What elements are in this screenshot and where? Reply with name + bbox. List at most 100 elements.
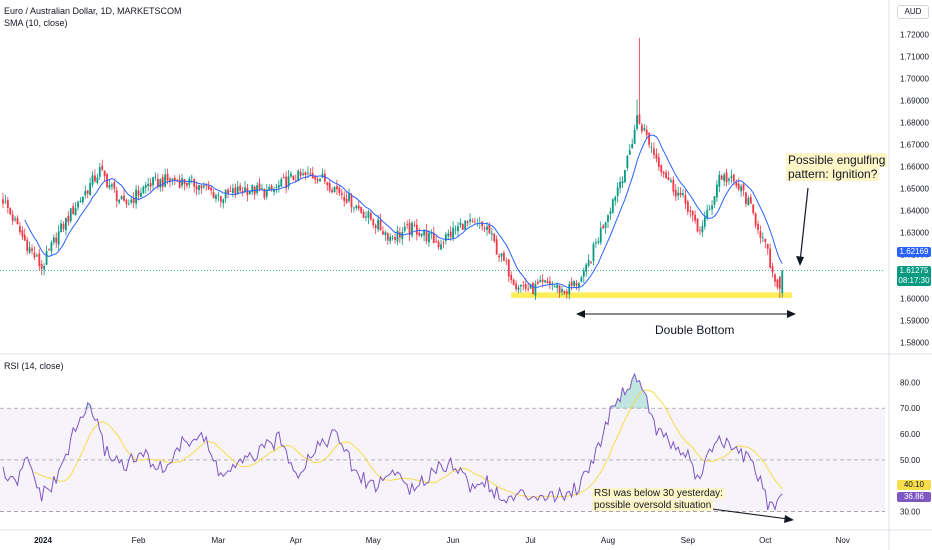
candle-body [595,242,597,244]
candle-body [394,237,396,240]
candle-body [239,185,242,191]
candle-body [444,234,447,241]
candle-body [282,177,285,179]
candle-body [365,216,367,218]
candle-body [200,185,203,189]
candle-body [546,280,549,283]
candle-body [481,221,484,227]
candle-body [771,266,774,273]
candle-body [65,218,67,231]
candle-body [454,229,457,231]
candle-body [258,183,261,190]
candle-body [415,224,418,235]
candle-body [379,220,382,231]
candle-body [57,231,60,245]
candle-body [655,154,658,159]
candle-body [532,282,534,295]
candle-body [248,191,251,195]
candle-body [536,281,539,284]
candle-body [48,249,50,250]
candle-body [261,188,263,189]
candle-body [212,192,215,199]
candle-body [490,233,493,235]
candle-body [503,252,505,261]
candle-body [299,171,302,176]
candle-body [166,173,169,181]
candle-body [28,247,31,253]
candle-body [515,283,517,290]
candle-body [6,200,9,209]
rsi-note-line-1: RSI was below 30 yesterday: [592,488,725,499]
rsi-tick-label: 30.00 [900,508,921,517]
candle-body [568,284,571,295]
candle-body [273,189,275,193]
candle-body [222,199,225,204]
candle-body [582,270,585,277]
candle-body [633,129,636,144]
candle-body [115,190,118,201]
candle-body [60,223,62,233]
candle-body [604,222,607,228]
time-tick-label: Jun [447,536,460,545]
candle-body [442,242,445,244]
candle-body [21,230,24,237]
engulfing-line-1: Possible engulfing [786,153,888,167]
candle-body [353,207,355,209]
candle-body [43,266,46,270]
current-price-tag: 1.61275 08:17:30 [897,266,931,286]
candle-body [270,185,273,191]
candle-body [91,175,94,185]
candle-body [660,165,663,173]
candle-body [331,189,334,193]
candle-body [31,248,33,251]
candle-body [154,176,157,178]
candle-body [277,185,280,188]
candle-body [52,237,55,243]
candle-body [684,195,687,204]
candle-body [626,155,629,168]
candle-body [96,177,99,184]
candle-body [355,205,358,209]
candle-body [466,221,469,223]
candle-body [319,178,321,182]
candle-body [275,186,278,188]
candle-body [677,192,680,196]
candle-body [575,282,578,286]
candle-body [761,237,764,239]
candle-body [135,189,137,204]
candle-body [171,178,174,180]
candle-body [229,191,232,192]
candle-body [662,172,665,174]
candle-body [711,205,713,210]
price-tick-label: 1.70000 [900,74,929,83]
candle-body [609,211,612,215]
candle-body [420,233,423,236]
candle-body [725,172,728,183]
rsi-note-arrow [711,508,789,520]
candle-body [137,190,140,196]
candle-body [752,204,755,214]
candle-body [323,173,326,182]
candle-body [263,188,266,198]
candle-body [747,197,750,206]
candle-body [459,222,462,226]
time-tick-label: 2024 [34,536,52,545]
candle-body [616,187,619,197]
candle-body [708,209,711,210]
rsi-line [2,372,783,512]
rsi-indicator-label: RSI (14, close) [4,361,64,371]
candle-body [519,284,522,287]
candle-body [774,274,776,282]
candle-body [173,177,176,181]
candle-body [638,114,641,124]
candle-body [757,224,759,230]
currency-selector[interactable]: AUD [897,5,929,19]
candle-body [718,174,721,187]
candle-body [343,196,346,201]
time-tick-label: Apr [290,536,303,545]
candle-body [72,206,75,215]
candle-body [686,201,689,212]
candle-body [483,228,486,230]
candle-body [640,125,643,132]
